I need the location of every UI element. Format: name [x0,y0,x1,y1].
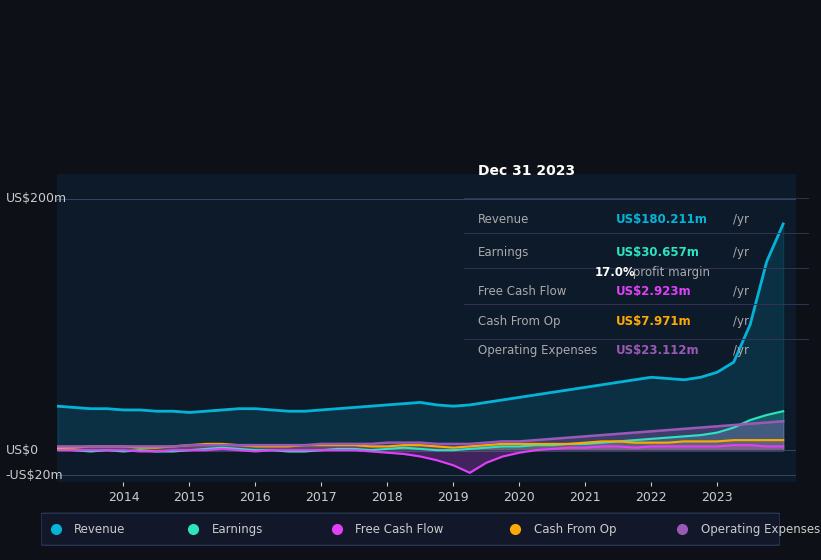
Text: /yr: /yr [733,285,749,298]
FancyBboxPatch shape [41,513,780,545]
Text: Revenue: Revenue [478,213,529,226]
Text: /yr: /yr [733,213,749,226]
Text: -US$20m: -US$20m [6,469,63,482]
Text: 17.0%: 17.0% [595,265,635,279]
Text: Operating Expenses: Operating Expenses [478,344,597,357]
Text: US$200m: US$200m [6,192,67,206]
Text: Earnings: Earnings [212,522,263,536]
Text: profit margin: profit margin [630,265,710,279]
Text: US$30.657m: US$30.657m [616,246,699,259]
Text: Dec 31 2023: Dec 31 2023 [478,164,575,178]
Text: Earnings: Earnings [478,246,529,259]
Text: /yr: /yr [733,344,749,357]
Text: US$180.211m: US$180.211m [616,213,708,226]
Text: US$2.923m: US$2.923m [616,285,691,298]
Text: Free Cash Flow: Free Cash Flow [355,522,443,536]
Text: /yr: /yr [733,246,749,259]
Text: US$23.112m: US$23.112m [616,344,699,357]
Text: Revenue: Revenue [75,522,126,536]
Text: Cash From Op: Cash From Op [534,522,617,536]
Text: Cash From Op: Cash From Op [478,315,560,328]
Text: Operating Expenses: Operating Expenses [701,522,820,536]
Text: US$0: US$0 [6,444,39,456]
Text: US$7.971m: US$7.971m [616,315,691,328]
Text: Free Cash Flow: Free Cash Flow [478,285,566,298]
Text: /yr: /yr [733,315,749,328]
